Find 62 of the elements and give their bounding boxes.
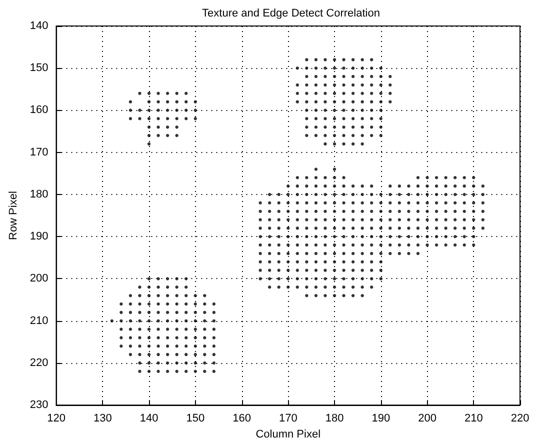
point <box>184 100 188 104</box>
point <box>156 117 160 120</box>
x-tick-label: 150 <box>186 412 205 425</box>
x-axis-title: Column Pixel <box>256 428 321 440</box>
x-tick-label: 180 <box>325 412 344 425</box>
x-tick-label: 210 <box>464 412 483 425</box>
point <box>156 134 160 138</box>
y-axis-title: Row Pixel <box>8 191 20 240</box>
y-tick-label: 220 <box>30 356 48 369</box>
point <box>184 117 188 120</box>
point <box>147 108 151 112</box>
y-tick-label: 230 <box>30 399 48 412</box>
point <box>194 108 197 112</box>
x-tick-label: 170 <box>278 412 298 425</box>
point <box>147 117 151 120</box>
y-tick-label: 140 <box>30 20 48 32</box>
point <box>147 142 151 146</box>
point <box>156 125 160 129</box>
point <box>166 125 170 129</box>
point <box>147 134 151 138</box>
point <box>166 100 170 104</box>
point <box>175 125 178 129</box>
x-tick-label: 190 <box>372 412 390 425</box>
point <box>128 100 132 104</box>
y-tick-label: 180 <box>30 188 48 200</box>
point <box>175 117 178 120</box>
x-tick-label: 140 <box>140 412 158 425</box>
point <box>128 117 132 120</box>
x-tick-label: 160 <box>232 412 251 425</box>
x-tick-label: 120 <box>47 412 66 425</box>
point <box>138 92 142 95</box>
y-tick-label: 150 <box>30 62 48 74</box>
y-tick-label: 200 <box>30 272 48 285</box>
x-tick-label: 220 <box>510 412 530 425</box>
y-tick-label: 190 <box>30 230 48 243</box>
point <box>194 100 197 104</box>
point <box>156 100 160 104</box>
point <box>138 117 142 120</box>
x-tick-label: 200 <box>418 412 436 425</box>
point <box>156 92 160 95</box>
point <box>166 134 170 138</box>
point <box>147 125 151 129</box>
point <box>175 92 178 95</box>
y-tick-label: 210 <box>30 314 48 327</box>
y-tick-label: 170 <box>30 146 48 158</box>
y-tick-label: 160 <box>30 104 48 116</box>
point <box>147 100 151 104</box>
point <box>166 92 170 95</box>
point <box>138 108 142 112</box>
point <box>147 92 151 95</box>
point <box>166 117 170 120</box>
point <box>156 108 160 112</box>
point <box>175 108 178 112</box>
chart-title: Texture and Edge Detect Correlation <box>202 8 380 20</box>
point <box>166 108 170 112</box>
point <box>184 108 188 112</box>
point <box>128 108 132 112</box>
x-tick-label: 130 <box>93 412 112 425</box>
point <box>194 117 197 120</box>
point <box>184 92 188 95</box>
point <box>175 134 178 138</box>
point <box>175 100 178 104</box>
